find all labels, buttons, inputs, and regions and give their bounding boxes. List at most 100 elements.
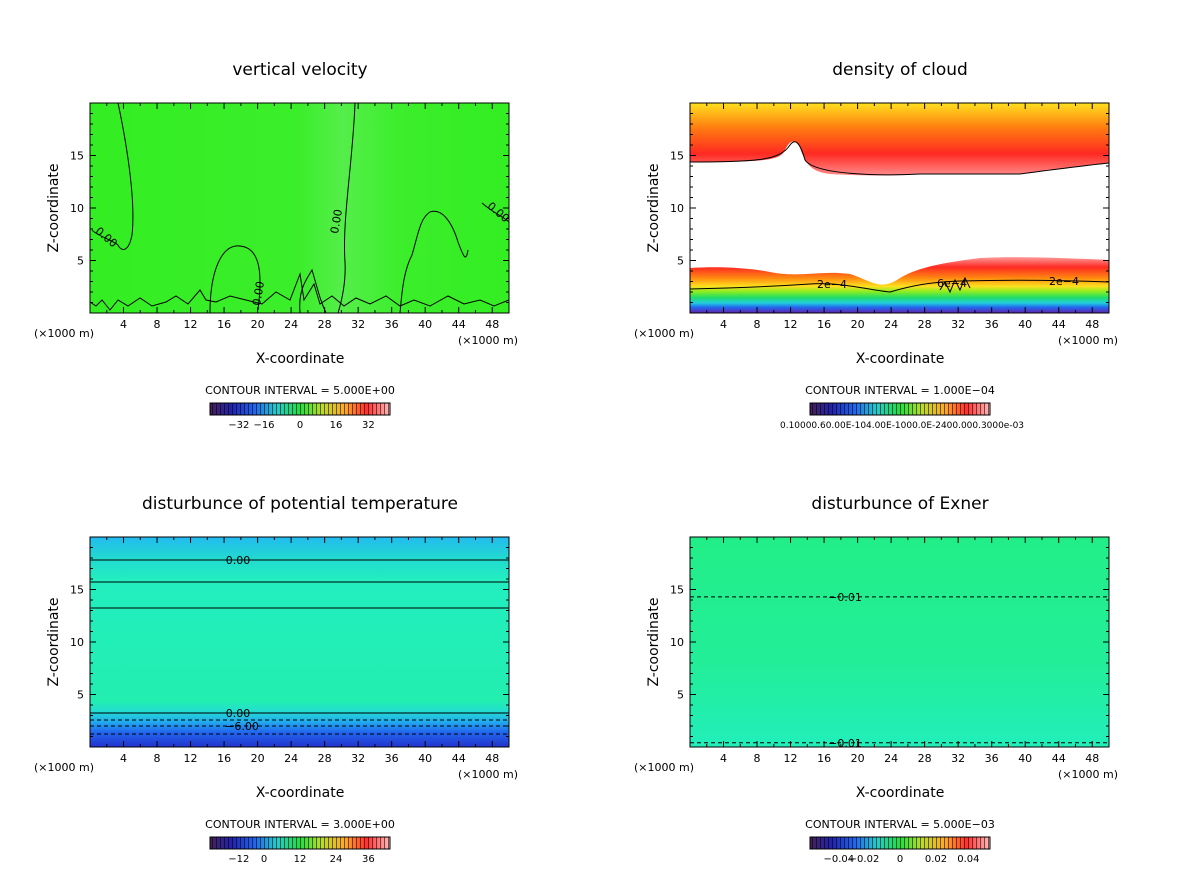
x-tick-label: 16 [217,752,231,765]
colorbar-tick-label: 0.02 [925,854,947,865]
contour-label: 0.00 [328,208,345,234]
y-tick-label: 15 [70,584,84,597]
colorbar-stripes [210,837,390,849]
colorbar-tick-label: 0 [261,854,267,865]
colorbar-tick-label: −16 [253,420,274,431]
y-tick-label: 10 [70,202,84,215]
x-tick-label: 28 [318,318,332,331]
plot-field: 0.000.000.000.00 [89,102,512,314]
x-tick-label: 4 [120,752,127,765]
x-tick-label: 44 [1052,752,1066,765]
colorbar-tick-label: 0 [297,420,303,431]
y-tick-label: 5 [77,689,84,702]
x-unit-label: (×1000 m) [458,768,518,781]
colorbar-stripes [210,403,390,415]
y-tick-label: 5 [677,689,684,702]
colorbar-tick-label: −12 [228,854,249,865]
x-tick-label: 36 [385,318,399,331]
x-tick-label: 20 [851,752,865,765]
contour-line [299,268,327,314]
x-unit-label: (×1000 m) [634,761,694,774]
x-unit-label: (×1000 m) [1058,334,1118,347]
x-tick-label: 48 [485,752,499,765]
colorbar-stripes [810,403,990,415]
x-tick-label: 12 [784,752,798,765]
panel-3: disturbunce of potential temperature 0.00… [34,494,518,865]
colorbar-frame [809,836,991,850]
chart-title: disturbunce of potential temperature [142,494,458,514]
x-axis-label: X-coordinate [856,785,945,801]
x-unit-label: (×1000 m) [34,761,94,774]
x-tick-label: 44 [452,752,466,765]
x-tick-label: 16 [217,318,231,331]
x-tick-label: 40 [418,318,432,331]
contour-line [399,210,469,314]
colorbar-tick-label: 0.04 [957,854,979,865]
colorbar-stripes [810,837,990,849]
contour-line [337,102,356,314]
x-axis-label: X-coordinate [256,351,345,367]
y-tick-label: 10 [670,202,684,215]
contour-line [481,202,510,223]
colorbar-tick-label: 0 [897,854,903,865]
chart-title: density of cloud [832,60,968,80]
colorbar-tick-label: 16 [330,420,343,431]
y-axis-label: Z-coordinate [46,163,62,252]
panel-4: disturbunce of Exner−0.01−0.014 8 12 16 20 24… [634,494,1118,865]
x-tick-label: 16 [817,752,831,765]
x-tick-label: 32 [351,752,365,765]
chart-title: vertical velocity [232,60,367,80]
colorbar-frame [209,836,391,850]
exner-field [690,537,1109,747]
contour-label: 0.00 [226,554,251,567]
x-tick-label: 12 [784,318,798,331]
x-tick-label: 16 [817,318,831,331]
x-tick-label: 8 [754,318,761,331]
colorbar-tick-label: 32 [362,420,375,431]
colorbar-tick-label: −32 [228,420,249,431]
contour-label: 0.00 [250,280,267,306]
contour-line [689,141,1110,176]
x-tick-label: 28 [318,752,332,765]
colorbar-tick-label: 24 [330,854,343,865]
y-tick-label: 15 [70,150,84,163]
y-tick-label: 15 [670,584,684,597]
contour-line [689,279,1110,293]
temperature-field [90,537,509,747]
x-tick-label: 32 [951,318,965,331]
x-tick-label: 12 [184,752,198,765]
lower-cloud-band [690,257,1109,313]
x-tick-label: 28 [918,318,932,331]
colorbar-tick-label: −0.02 [849,854,880,865]
x-axis-label: X-coordinate [856,351,945,367]
contour-line [209,245,261,314]
contour-interval: CONTOUR INTERVAL = 1.000E−04 [805,384,995,397]
x-tick-label: 36 [985,752,999,765]
plot-field: 0.000.00−6.00 [90,537,509,747]
x-unit-label: (×1000 m) [634,327,694,340]
y-axis-label: Z-coordinate [646,163,662,252]
x-tick-label: 4 [120,318,127,331]
colorbar-frame [209,402,391,416]
y-tick-label: 10 [670,636,684,649]
y-tick-label: 5 [677,255,684,268]
x-tick-label: 48 [485,318,499,331]
contour-line [89,272,510,311]
y-tick-label: 5 [77,255,84,268]
x-tick-label: 24 [884,318,898,331]
y-axis-label: Z-coordinate [46,597,62,686]
x-unit-label: (×1000 m) [1058,768,1118,781]
velocity-field [90,103,509,313]
x-tick-label: 32 [951,752,965,765]
contour-label: −6.00 [225,720,259,733]
colorbar-frame [809,402,991,416]
x-tick-label: 8 [154,752,161,765]
x-tick-label: 40 [1018,752,1032,765]
y-axis-label: Z-coordinate [646,597,662,686]
colorbar-tick-label: −0.04 [823,854,854,865]
x-tick-label: 4 [720,752,727,765]
contour-line [91,102,134,250]
plot-field: −0.01 −0.01 [690,537,1109,750]
